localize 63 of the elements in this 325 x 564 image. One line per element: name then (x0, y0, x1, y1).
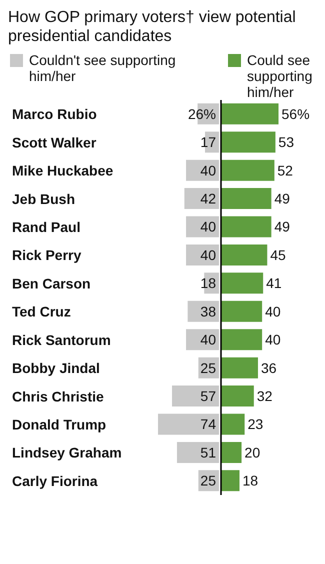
data-label: 40 (200, 162, 216, 178)
data-label: 49 (274, 190, 290, 207)
data-label: 17 (200, 134, 216, 150)
bar (221, 244, 268, 266)
data-label: 45 (270, 246, 286, 263)
y-tick-label: Marco Rubio (12, 106, 97, 122)
data-label: 18 (200, 275, 216, 292)
bar (221, 160, 274, 181)
data-label: 36 (260, 360, 277, 376)
data-label: 40 (200, 218, 216, 235)
bar (221, 329, 262, 350)
data-label: 41 (266, 275, 282, 292)
data-label: 51 (200, 444, 216, 460)
data-label: 23 (248, 416, 264, 432)
y-tick-label: Donald Trump (12, 416, 106, 432)
data-label: 56% (282, 106, 310, 122)
bar (221, 216, 272, 238)
data-label: 53 (278, 134, 294, 150)
bar (176, 442, 219, 463)
legend-label: Could see supporting him/her (247, 52, 314, 100)
data-label: 18 (242, 472, 258, 489)
data-label: 38 (200, 303, 216, 320)
data-label: 74 (200, 416, 216, 432)
data-label: 42 (200, 190, 216, 207)
y-tick-label: Jeb Bush (12, 190, 76, 207)
data-label: 32 (256, 388, 273, 404)
data-label: 40 (265, 332, 281, 348)
y-tick-label: Ted Cruz (12, 304, 71, 320)
y-tick-label: Rick Santorum (12, 332, 111, 348)
y-tick-label: Carly Fiorina (12, 472, 98, 489)
y-tick-label: Rand Paul (12, 218, 80, 235)
y-tick-label: Chris Christie (12, 388, 104, 404)
y-tick-label: Lindsey Graham (12, 444, 122, 461)
bar (172, 386, 219, 407)
data-label: 25 (200, 360, 216, 376)
y-tick-label: Ben Carson (12, 275, 91, 292)
bar (221, 357, 258, 378)
data-label: 57 (200, 388, 216, 404)
data-label: 40 (200, 246, 216, 263)
chart-title: How GOP primary voters† view potential presidential candidates (8, 8, 297, 46)
bar (184, 188, 219, 210)
bar (221, 386, 254, 407)
y-tick-label: Rick Perry (12, 247, 82, 264)
data-label: 52 (277, 162, 294, 178)
bar (221, 132, 276, 153)
y-tick-label: Scott Walker (12, 134, 97, 150)
y-tick-label: Mike Huckabee (12, 162, 114, 179)
bar (221, 188, 272, 210)
legend-label: Couldn't see supporting him/her (29, 52, 177, 84)
y-tick-label: Bobby Jindal (12, 360, 100, 376)
data-label: 26% (188, 106, 216, 122)
data-label: 25 (200, 472, 216, 489)
data-label: 49 (274, 218, 290, 235)
bar (221, 103, 279, 124)
data-label: 40 (200, 332, 216, 348)
bar (221, 300, 262, 322)
data-label: 40 (265, 303, 281, 320)
bar (221, 272, 264, 294)
bar (221, 442, 242, 463)
bar (221, 470, 240, 492)
bar (158, 414, 219, 435)
data-label: 20 (244, 444, 260, 460)
bar (221, 414, 245, 435)
